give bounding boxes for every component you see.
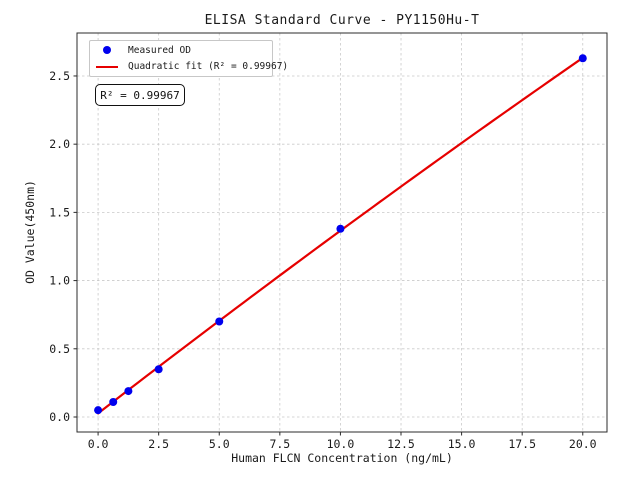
- data-point: [154, 365, 163, 374]
- y-tick-label: 0.5: [49, 342, 70, 356]
- r-squared-text: R² = 0.99967: [100, 88, 180, 102]
- x-tick-label: 2.5: [148, 437, 169, 451]
- fit-line-icon: [90, 65, 124, 69]
- data-point: [578, 54, 587, 63]
- y-tick-label: 1.0: [49, 274, 70, 288]
- tick-labels: 0.0 2.5 5.0 7.5 10.0 12.5 15.0 17.5 20.0 0.0 0.5 1.…: [49, 69, 596, 451]
- axes-spines: [76, 32, 608, 433]
- y-tick-label: 2.0: [49, 137, 70, 151]
- chart-title: ELISA Standard Curve - PY1150Hu-T: [204, 13, 480, 28]
- x-axis-label: Human FLCN Concentration (ng/mL): [231, 451, 453, 465]
- data-point: [94, 406, 103, 415]
- x-tick-label: 17.5: [508, 437, 536, 451]
- x-tick-label: 12.5: [387, 437, 415, 451]
- legend-entry-measured-od: Measured OD: [90, 43, 272, 58]
- legend-entry-quadratic-fit: Quadratic fit (R² = 0.99967): [90, 59, 288, 74]
- legend-label-measured-od: Measured OD: [128, 44, 191, 56]
- legend-label-quadratic-fit: Quadratic fit (R² = 0.99967): [128, 61, 289, 73]
- y-tick-label: 1.5: [49, 205, 70, 219]
- y-tick-label: 2.5: [49, 69, 70, 83]
- data-point: [215, 317, 224, 326]
- r-squared-annotation: R² = 0.99967: [95, 84, 185, 106]
- data-point: [124, 387, 133, 396]
- data-points: [94, 54, 587, 415]
- data-point: [336, 224, 345, 233]
- x-tick-label: 15.0: [448, 437, 476, 451]
- x-tick-label: 10.0: [327, 437, 355, 451]
- x-tick-label: 7.5: [269, 437, 290, 451]
- x-tick-label: 0.0: [88, 437, 109, 451]
- legend: Measured OD Quadratic fit (R² = 0.99967): [89, 40, 288, 77]
- y-tick-label: 0.0: [49, 410, 70, 424]
- x-tick-label: 5.0: [209, 437, 230, 451]
- data-point: [109, 397, 118, 406]
- scatter-marker-icon: [90, 46, 124, 55]
- y-axis-label: OD Value(450nm): [23, 180, 37, 284]
- axis-ticks: [73, 75, 584, 436]
- x-tick-label: 20.0: [569, 437, 597, 451]
